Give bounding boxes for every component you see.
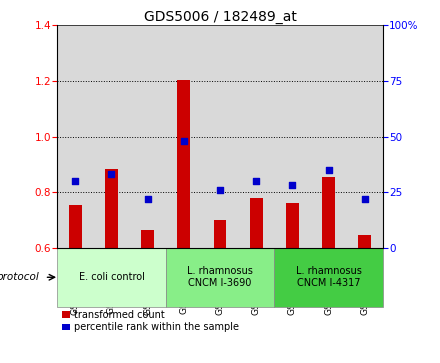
- Point: [144, 196, 151, 202]
- Bar: [311, 25, 347, 248]
- Bar: [238, 25, 274, 248]
- Bar: [57, 25, 93, 248]
- Bar: [177, 79, 190, 248]
- Point: [361, 196, 368, 202]
- Bar: [359, 235, 371, 248]
- Bar: [214, 220, 226, 248]
- Point: [325, 167, 332, 173]
- Point: [108, 171, 115, 177]
- Point: [72, 178, 79, 184]
- Bar: [286, 203, 299, 248]
- Bar: [166, 248, 274, 307]
- Text: L. rhamnosus
CNCM I-3690: L. rhamnosus CNCM I-3690: [187, 266, 253, 288]
- Text: E. coli control: E. coli control: [78, 272, 144, 282]
- Bar: [105, 168, 118, 248]
- Bar: [57, 248, 166, 307]
- Point: [216, 187, 224, 193]
- Text: protocol: protocol: [0, 272, 39, 282]
- Legend: transformed count, percentile rank within the sample: transformed count, percentile rank withi…: [62, 310, 239, 333]
- Title: GDS5006 / 182489_at: GDS5006 / 182489_at: [143, 11, 297, 24]
- Bar: [166, 25, 202, 248]
- Bar: [274, 25, 311, 248]
- Point: [180, 138, 187, 144]
- Bar: [202, 25, 238, 248]
- Bar: [250, 198, 263, 248]
- Point: [289, 183, 296, 188]
- Bar: [129, 25, 166, 248]
- Bar: [141, 230, 154, 248]
- Point: [253, 178, 260, 184]
- Bar: [322, 177, 335, 248]
- Bar: [347, 25, 383, 248]
- Bar: [274, 248, 383, 307]
- Bar: [69, 205, 82, 248]
- Text: L. rhamnosus
CNCM I-4317: L. rhamnosus CNCM I-4317: [296, 266, 362, 288]
- Bar: [93, 25, 129, 248]
